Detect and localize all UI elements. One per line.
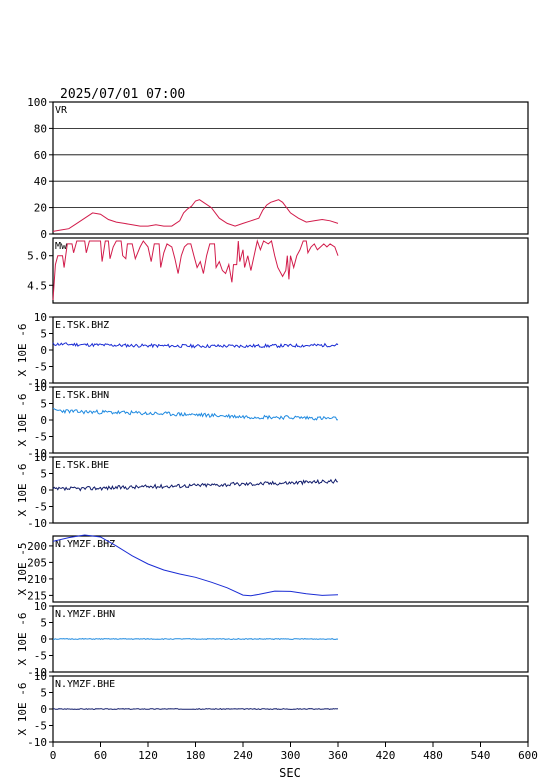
series-line xyxy=(52,478,339,492)
y-axis-label: X 10E -6 xyxy=(16,464,29,517)
panel-frame xyxy=(52,386,529,454)
panel-vr: 100 80 60 40 20 0 VR xyxy=(27,96,529,241)
y-tick-label: 0 xyxy=(40,414,47,427)
panel-n-ymzf-bhn: 10 5 0 -5 -10 N.YMZF.BHN X 10E -6 xyxy=(16,600,529,679)
y-axis-label: X 10E -6 xyxy=(16,613,29,666)
y-tick-label: -10 xyxy=(27,666,47,679)
panel-label: E.TSK.BHZ xyxy=(55,320,109,331)
y-tick-label: 60 xyxy=(34,149,47,162)
y-axis-label: X 10E -6 xyxy=(16,324,29,377)
x-tick-label: 240 xyxy=(233,749,253,762)
y-tick-label: 10 xyxy=(34,670,47,683)
series-line xyxy=(52,342,339,349)
y-tick-label: 5 xyxy=(40,398,47,411)
y-tick-label: 5 xyxy=(40,328,47,341)
y-axis-label: X 10E -5 xyxy=(16,543,29,596)
y-tick-label: 5 xyxy=(40,617,47,630)
y-tick-label: -10 xyxy=(27,736,47,749)
panel-frame xyxy=(52,237,529,304)
series-line xyxy=(52,708,339,710)
y-tick-label: 10 xyxy=(34,381,47,394)
y-tick-label: 80 xyxy=(34,122,47,135)
series-line xyxy=(52,239,339,301)
x-tick-label: 600 xyxy=(518,749,538,762)
panel-n-ymzf-bhe: 10 5 0 -5 -10 N.YMZF.BHE X 10E -6 xyxy=(16,670,529,749)
panel-label: N.YMZF.BHE xyxy=(55,679,115,690)
panel-mw: 5.0 4.5 Mw xyxy=(27,237,529,304)
y-tick-label: 210 xyxy=(27,573,47,586)
panel-frame xyxy=(52,101,529,235)
y-tick-label: 5.0 xyxy=(27,250,47,263)
y-tick-label: 0 xyxy=(40,484,47,497)
panel-n-ymzf-bhz: 200 205 210 215 N.YMZF.BHZ X 10E -5 xyxy=(16,534,529,603)
y-tick-label: 215 xyxy=(27,589,47,602)
y-tick-label: 0 xyxy=(40,344,47,357)
y-tick-label: 10 xyxy=(34,451,47,464)
y-tick-label: 205 xyxy=(27,556,47,569)
series-line xyxy=(52,199,339,232)
y-tick-label: -10 xyxy=(27,447,47,460)
timestamp-header: 2025/07/01 07:00 xyxy=(60,87,185,102)
y-tick-label: 0 xyxy=(40,228,47,241)
y-tick-label: -5 xyxy=(34,501,47,514)
x-tick-label: 300 xyxy=(281,749,301,762)
panel-frame xyxy=(52,535,529,603)
panel-label: VR xyxy=(55,105,68,116)
x-tick-label: 480 xyxy=(423,749,443,762)
series-line xyxy=(52,638,339,640)
x-axis-label: SEC xyxy=(279,766,301,780)
series-line xyxy=(52,534,339,597)
panel-label: N.YMZF.BHZ xyxy=(55,539,115,550)
y-tick-label: -5 xyxy=(34,431,47,444)
x-tick-label: 360 xyxy=(328,749,348,762)
x-tick-label: 60 xyxy=(94,749,107,762)
x-tick-label: 540 xyxy=(471,749,491,762)
y-tick-label: 5 xyxy=(40,687,47,700)
y-tick-label: -10 xyxy=(27,517,47,530)
panel-label: N.YMZF.BHN xyxy=(55,609,115,620)
y-tick-label: 0 xyxy=(40,703,47,716)
y-axis-label: X 10E -6 xyxy=(16,394,29,447)
x-tick-label: 120 xyxy=(138,749,158,762)
x-axis: 0 60 120 180 240 300 360 420 480 540 600 xyxy=(50,742,538,762)
panel-frame xyxy=(52,316,529,384)
y-tick-label: 20 xyxy=(34,202,47,215)
y-tick-label: 10 xyxy=(34,600,47,613)
x-tick-label: 0 xyxy=(50,749,57,762)
x-tick-label: 180 xyxy=(186,749,206,762)
panel-label: E.TSK.BHN xyxy=(55,390,109,401)
y-tick-label: -5 xyxy=(34,361,47,374)
panel-frame xyxy=(52,456,529,524)
x-tick-label: 420 xyxy=(376,749,396,762)
y-tick-label: 100 xyxy=(27,96,47,109)
panels-group: 100806040200VR5.04.5Mw1050-5-10E.TSK.BHZ… xyxy=(16,96,529,749)
y-axis-label: X 10E -6 xyxy=(16,683,29,736)
y-tick-label: -5 xyxy=(34,720,47,733)
panel-e-tsk-bhn: 10 5 0 -5 -10 E.TSK.BHN X 10E -6 xyxy=(16,381,529,460)
y-tick-label: 200 xyxy=(27,540,47,553)
y-tick-label: 4.5 xyxy=(27,279,47,292)
y-tick-label: 10 xyxy=(34,311,47,324)
panel-e-tsk-bhz: 10 5 0 -5 -10 E.TSK.BHZ X 10E -6 xyxy=(16,311,529,390)
y-tick-label: 40 xyxy=(34,175,47,188)
panel-label: Mw xyxy=(55,241,68,252)
y-tick-label: -5 xyxy=(34,650,47,663)
y-tick-label: 5 xyxy=(40,468,47,481)
series-line xyxy=(52,407,339,421)
y-tick-label: 0 xyxy=(40,633,47,646)
y-tick-label: -10 xyxy=(27,377,47,390)
panel-e-tsk-bhe: 10 5 0 -5 -10 E.TSK.BHE X 10E -6 xyxy=(16,451,529,530)
panel-label: E.TSK.BHE xyxy=(55,460,109,471)
